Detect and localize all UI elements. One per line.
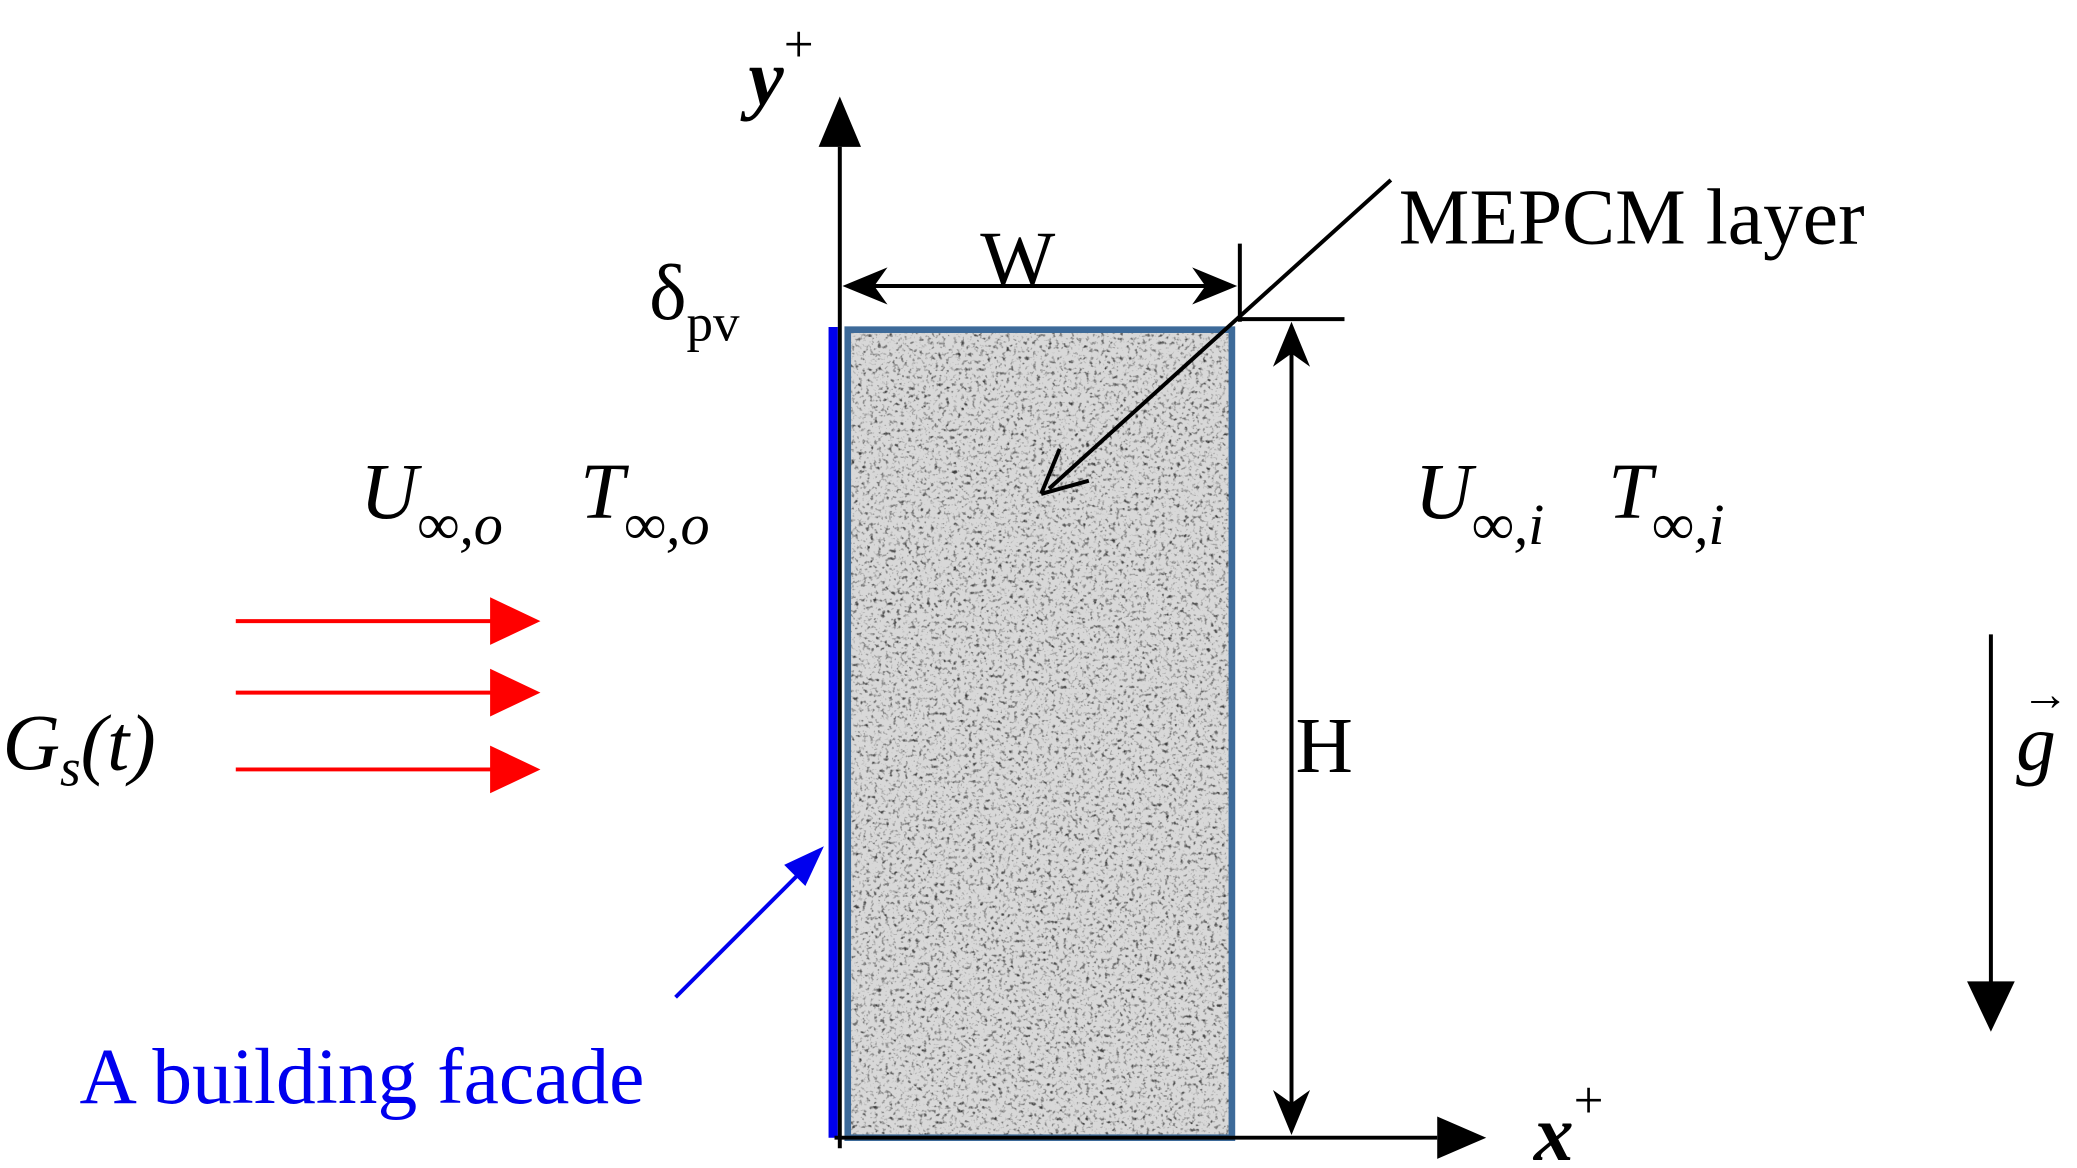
layer-label: MEPCM layer — [1399, 174, 1865, 262]
solar-label: Gs(t) — [3, 699, 156, 797]
gravity-label: g — [2016, 699, 2056, 787]
symbol: U — [1415, 448, 1477, 536]
layer-leader-head — [1039, 448, 1090, 496]
sub: ∞,o — [624, 492, 709, 557]
w-arrows — [842, 267, 1238, 305]
symbol: x — [1533, 1090, 1574, 1168]
x-arrow — [1437, 1116, 1487, 1159]
symbol: T — [580, 448, 629, 536]
gravity-arrowhead — [1967, 981, 2015, 1032]
facade-leader — [674, 855, 818, 999]
facade-leader-head — [784, 846, 824, 887]
height-label: H — [1295, 702, 1352, 790]
y-axis-label: y+ — [740, 16, 813, 122]
pv-thickness: δpv — [649, 249, 740, 352]
sub: ∞,o — [418, 492, 503, 557]
symbol: U — [360, 448, 422, 536]
layer-leader — [1047, 178, 1393, 491]
inside-temperature: T∞,i — [1608, 448, 1725, 557]
sup: + — [784, 16, 814, 74]
symbol: y — [740, 34, 784, 122]
y-arrow — [818, 96, 862, 147]
symbol: T — [1608, 448, 1657, 536]
outside-velocity: U∞,o — [360, 448, 503, 557]
inside-velocity: U∞,i — [1415, 448, 1545, 557]
sub: ∞,i — [1472, 492, 1544, 557]
arg: (t) — [81, 699, 156, 787]
solar-arrows — [235, 619, 497, 772]
sup: + — [1574, 1072, 1604, 1130]
gravity-accent: → — [2021, 669, 2069, 721]
layer-texture — [847, 329, 1232, 1138]
symbol: G — [3, 699, 60, 787]
outside-temperature: T∞,o — [580, 448, 709, 557]
symbol: δ — [649, 249, 686, 337]
solar-arrowheads — [490, 597, 541, 794]
facade-label: A building facade — [79, 1033, 644, 1121]
sub: pv — [687, 294, 740, 352]
width-label: W — [980, 216, 1055, 304]
sub: ∞,i — [1652, 492, 1724, 557]
sub: s — [60, 739, 81, 797]
x-axis-label: x+ — [1533, 1072, 1604, 1168]
